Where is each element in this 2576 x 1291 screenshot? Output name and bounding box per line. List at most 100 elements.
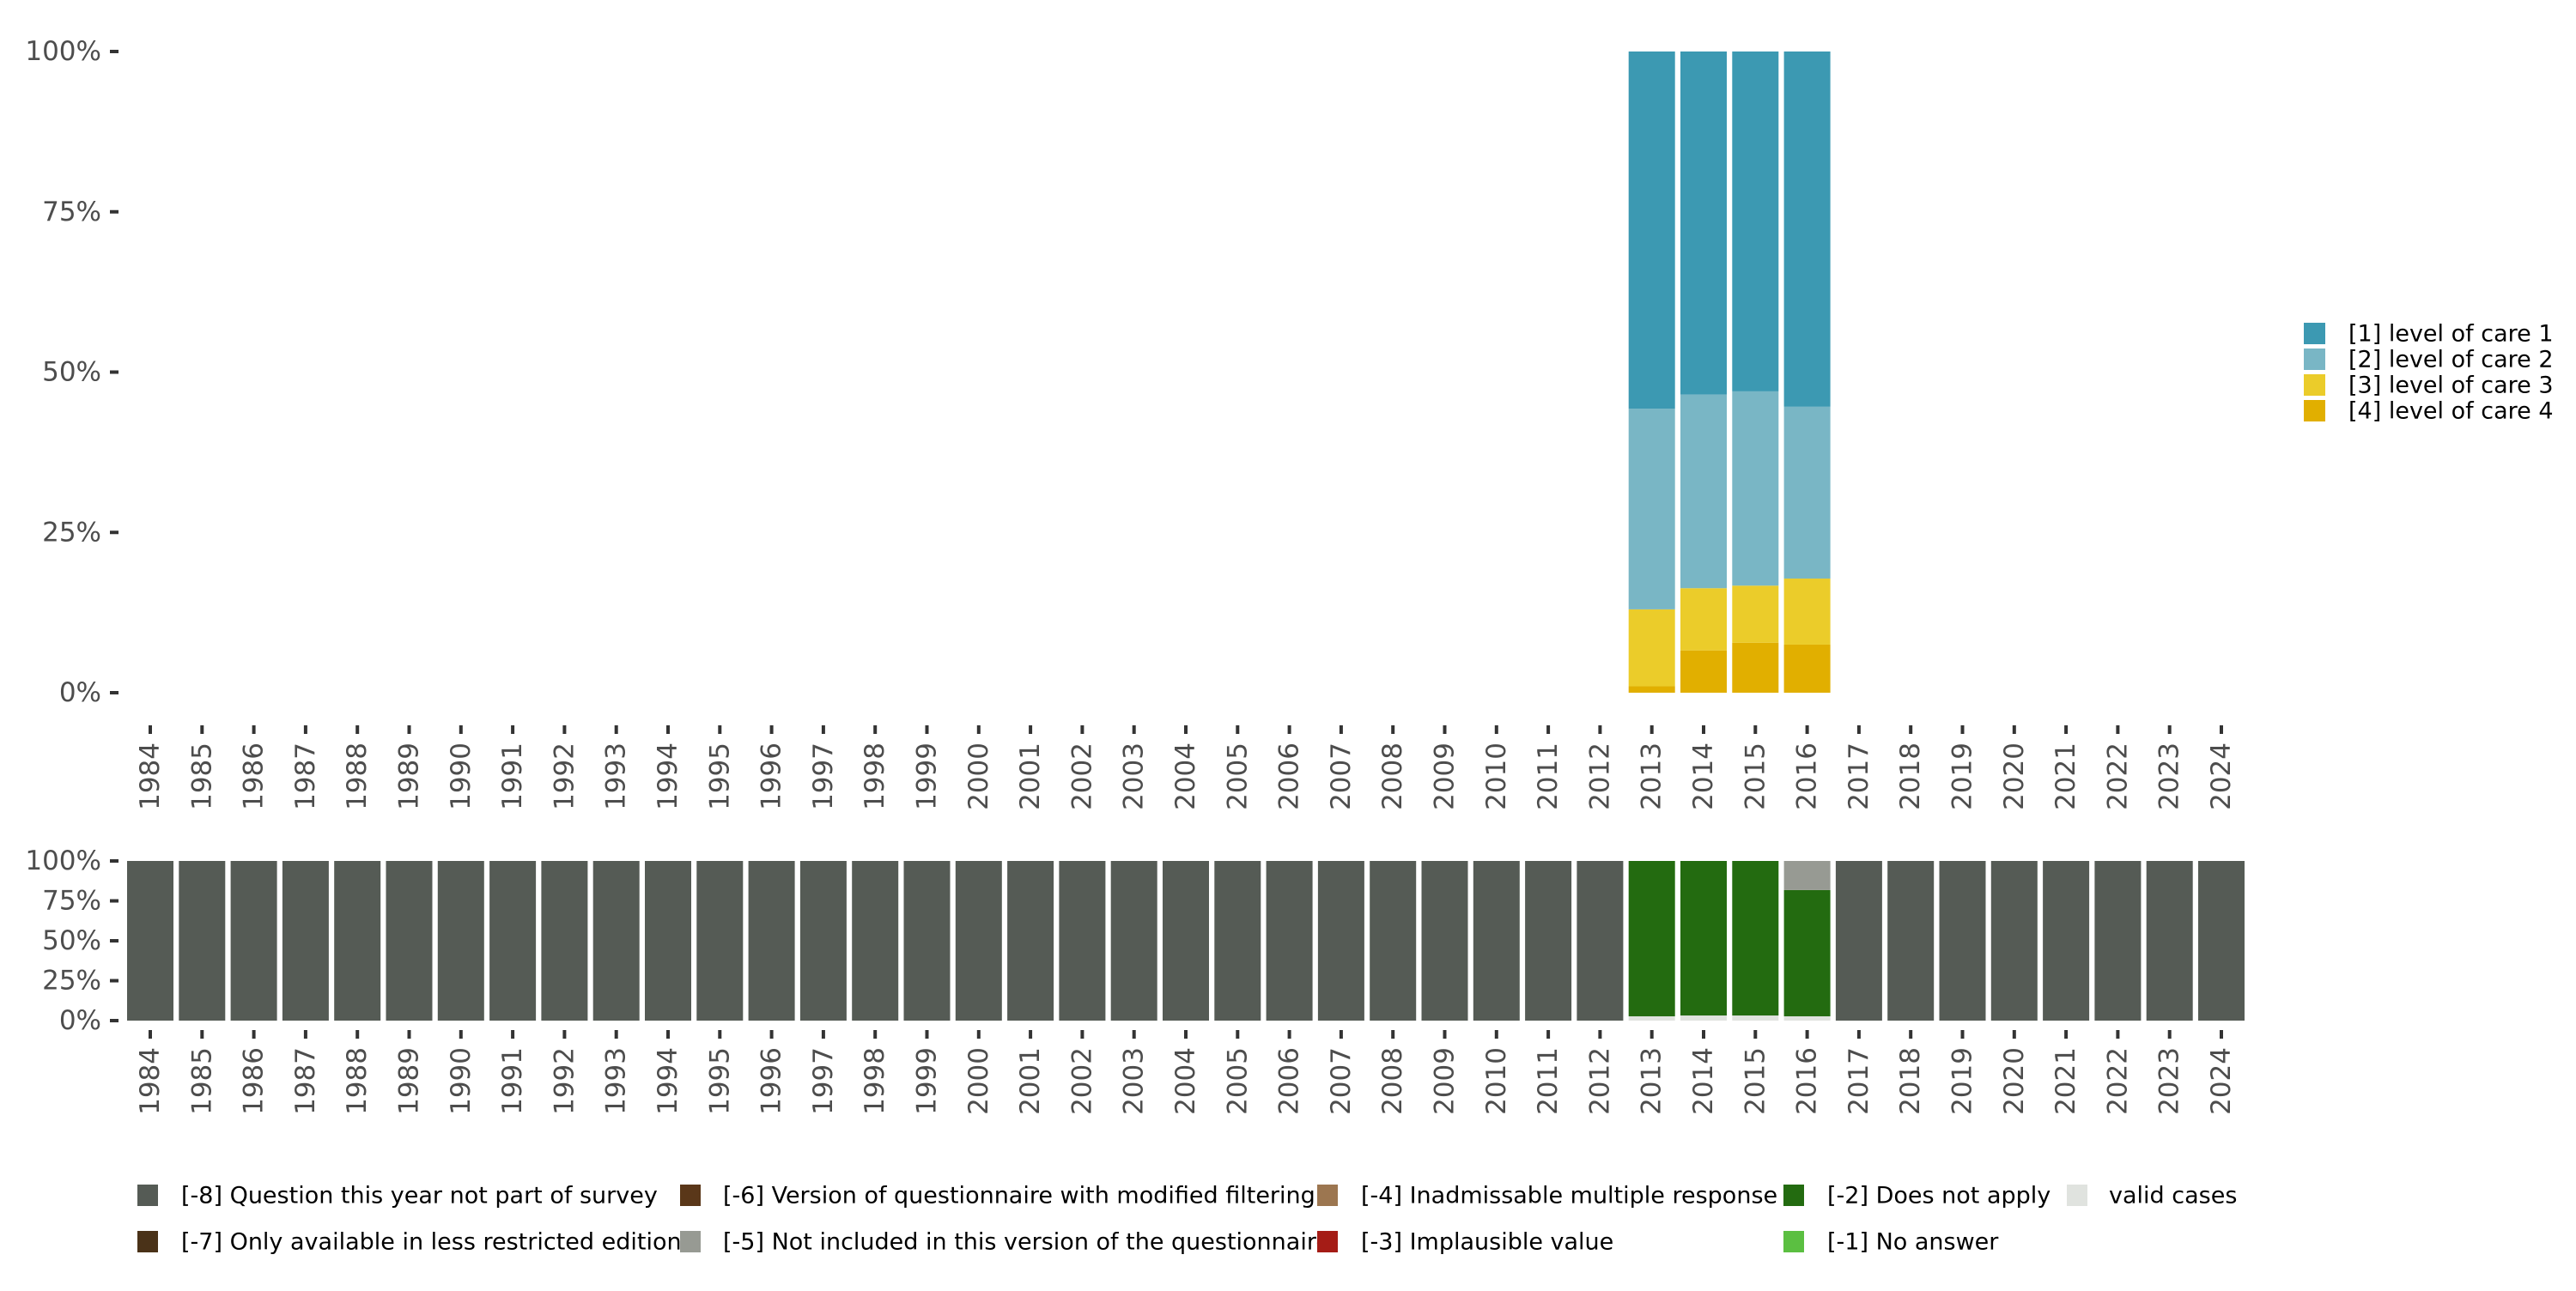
x-tick-label: 1985 [186,742,217,810]
bar-segment-2015 [1732,52,1779,391]
x-tick-label: 2017 [1844,742,1874,810]
y-tick-label: 25% [42,517,101,548]
x-tick-label: 2023 [2154,742,2185,810]
bar-segment-1989 [386,861,433,1021]
x-tick-label: 1992 [549,1047,580,1115]
x-tick-label: 2012 [1584,1047,1615,1115]
bar-segment-2014 [1680,588,1727,651]
x-tick-label: 1984 [135,1047,166,1115]
bar-segment-2015 [1732,861,1779,1016]
x-tick-label: 1995 [704,1047,735,1115]
bar-segment-2016 [1783,1015,1831,1021]
bar-segment-2000 [955,861,1002,1021]
bottom-panel: 0% 25% 50% 75% 100% 1984 1985 1986 1987 1988 1989 1… [25,846,2245,1115]
bar-segment-2011 [1525,861,1572,1021]
x-tick-label: 1998 [860,1047,890,1115]
bar-segment-2016 [1783,644,1831,693]
x-tick-label: 1994 [653,1047,683,1115]
x-tick-label: 2014 [1688,742,1719,810]
x-tick-label: 2020 [1999,1047,2030,1115]
bar-segment-2010 [1473,861,1520,1021]
x-tick-label: 2021 [2050,1047,2081,1115]
bar-segment-2022 [2094,861,2142,1021]
x-tick-label: 2018 [1895,1047,1926,1115]
x-tick-label: 2019 [1947,1047,1978,1115]
bar-segment-1986 [230,861,277,1021]
legend-key-level-2 [2304,349,2325,370]
x-tick-label: 2004 [1170,742,1201,810]
x-tick-label: 1990 [446,1047,477,1115]
legend-key-level-3 [2304,374,2325,396]
legend-key-m3 [1317,1231,1338,1252]
x-tick-label: 1989 [394,742,425,810]
bar-segment-2013 [1628,861,1675,1016]
x-tick-label: 2006 [1274,1047,1305,1115]
bar-segment-2015 [1732,642,1779,693]
legend-label-level-1: [1] level of care 1 [2348,321,2554,348]
x-tick-label: 2020 [1999,742,2030,810]
x-tick-label: 2015 [1740,742,1771,810]
x-tick-label: 2005 [1222,742,1253,810]
bar-segment-1996 [748,861,795,1021]
bar-segment-2018 [1887,861,1935,1021]
legend-key-valid [2067,1185,2087,1206]
bar-segment-1995 [696,861,744,1021]
x-tick-label: 2008 [1377,1047,1408,1115]
x-tick-label: 2003 [1119,742,1150,810]
x-tick-label: 1989 [394,1047,425,1115]
x-tick-label: 1985 [186,1047,217,1115]
x-tick-label: 2023 [2154,1047,2185,1115]
bar-segment-1998 [852,861,899,1021]
bar-segment-2024 [2198,861,2245,1021]
legend-label-m6: [-6] Version of questionnaire with modif… [723,1183,1315,1209]
y-tick-label: 25% [42,966,101,997]
x-tick-label: 1986 [239,742,270,810]
x-tick-label: 2016 [1792,742,1823,810]
legend-key-m2 [1783,1185,1804,1206]
x-tick-label: 1993 [601,742,632,810]
legend-key-m6 [680,1185,701,1206]
x-tick-label: 1999 [912,742,943,810]
bar-segment-2013 [1628,686,1675,693]
bar-segment-1987 [282,861,329,1021]
x-tick-label: 2002 [1066,1047,1097,1115]
legend-label-m3: [-3] Implausible value [1361,1229,1613,1256]
bar-segment-1993 [592,861,640,1021]
x-tick-label: 1993 [601,1047,632,1115]
x-tick-label: 1988 [342,742,373,810]
bar-segment-2014 [1680,861,1727,1016]
x-tick-label: 1994 [653,742,683,810]
bar-segment-2016 [1783,579,1831,645]
x-tick-label: 1987 [290,1047,321,1115]
x-tick-label: 2007 [1326,742,1357,810]
x-tick-label: 2005 [1222,1047,1253,1115]
bar-segment-1992 [541,861,588,1021]
x-tick-label: 1990 [446,742,477,810]
x-tick-label: 2000 [963,742,994,810]
bar-segment-2014 [1680,52,1727,395]
x-tick-label: 2019 [1947,742,1978,810]
bar-segment-2017 [1835,861,1882,1021]
x-tick-label: 2012 [1584,742,1615,810]
top-panel: 0% 25% 50% 75% 100% 1984 1985 1986 1987 1988 1989 1… [25,36,2237,810]
bar-segment-2014 [1680,650,1727,693]
x-tick-label: 2007 [1326,1047,1357,1115]
x-tick-label: 1999 [912,1047,943,1115]
x-tick-label: 1991 [497,742,528,810]
legend-key-m4 [1317,1185,1338,1206]
x-tick-label: 2009 [1430,742,1461,810]
x-tick-label: 1995 [704,742,735,810]
x-tick-label: 2014 [1688,1047,1719,1115]
legend-label-level-3: [3] level of care 3 [2348,373,2554,399]
bottom-legend: [-8] Question this year not part of surv… [137,1183,2237,1256]
x-tick-label: 2024 [2206,1047,2237,1115]
bar-segment-2016 [1783,52,1831,407]
y-tick-label: 100% [25,36,101,67]
bar-segment-1999 [903,861,951,1021]
x-tick-label: 2000 [963,1047,994,1115]
right-legend: [1] level of care 1 [2] level of care 2 … [2304,321,2554,425]
x-tick-label: 2018 [1895,742,1926,810]
bar-segment-2008 [1370,861,1417,1021]
bar-segment-1991 [489,861,537,1021]
